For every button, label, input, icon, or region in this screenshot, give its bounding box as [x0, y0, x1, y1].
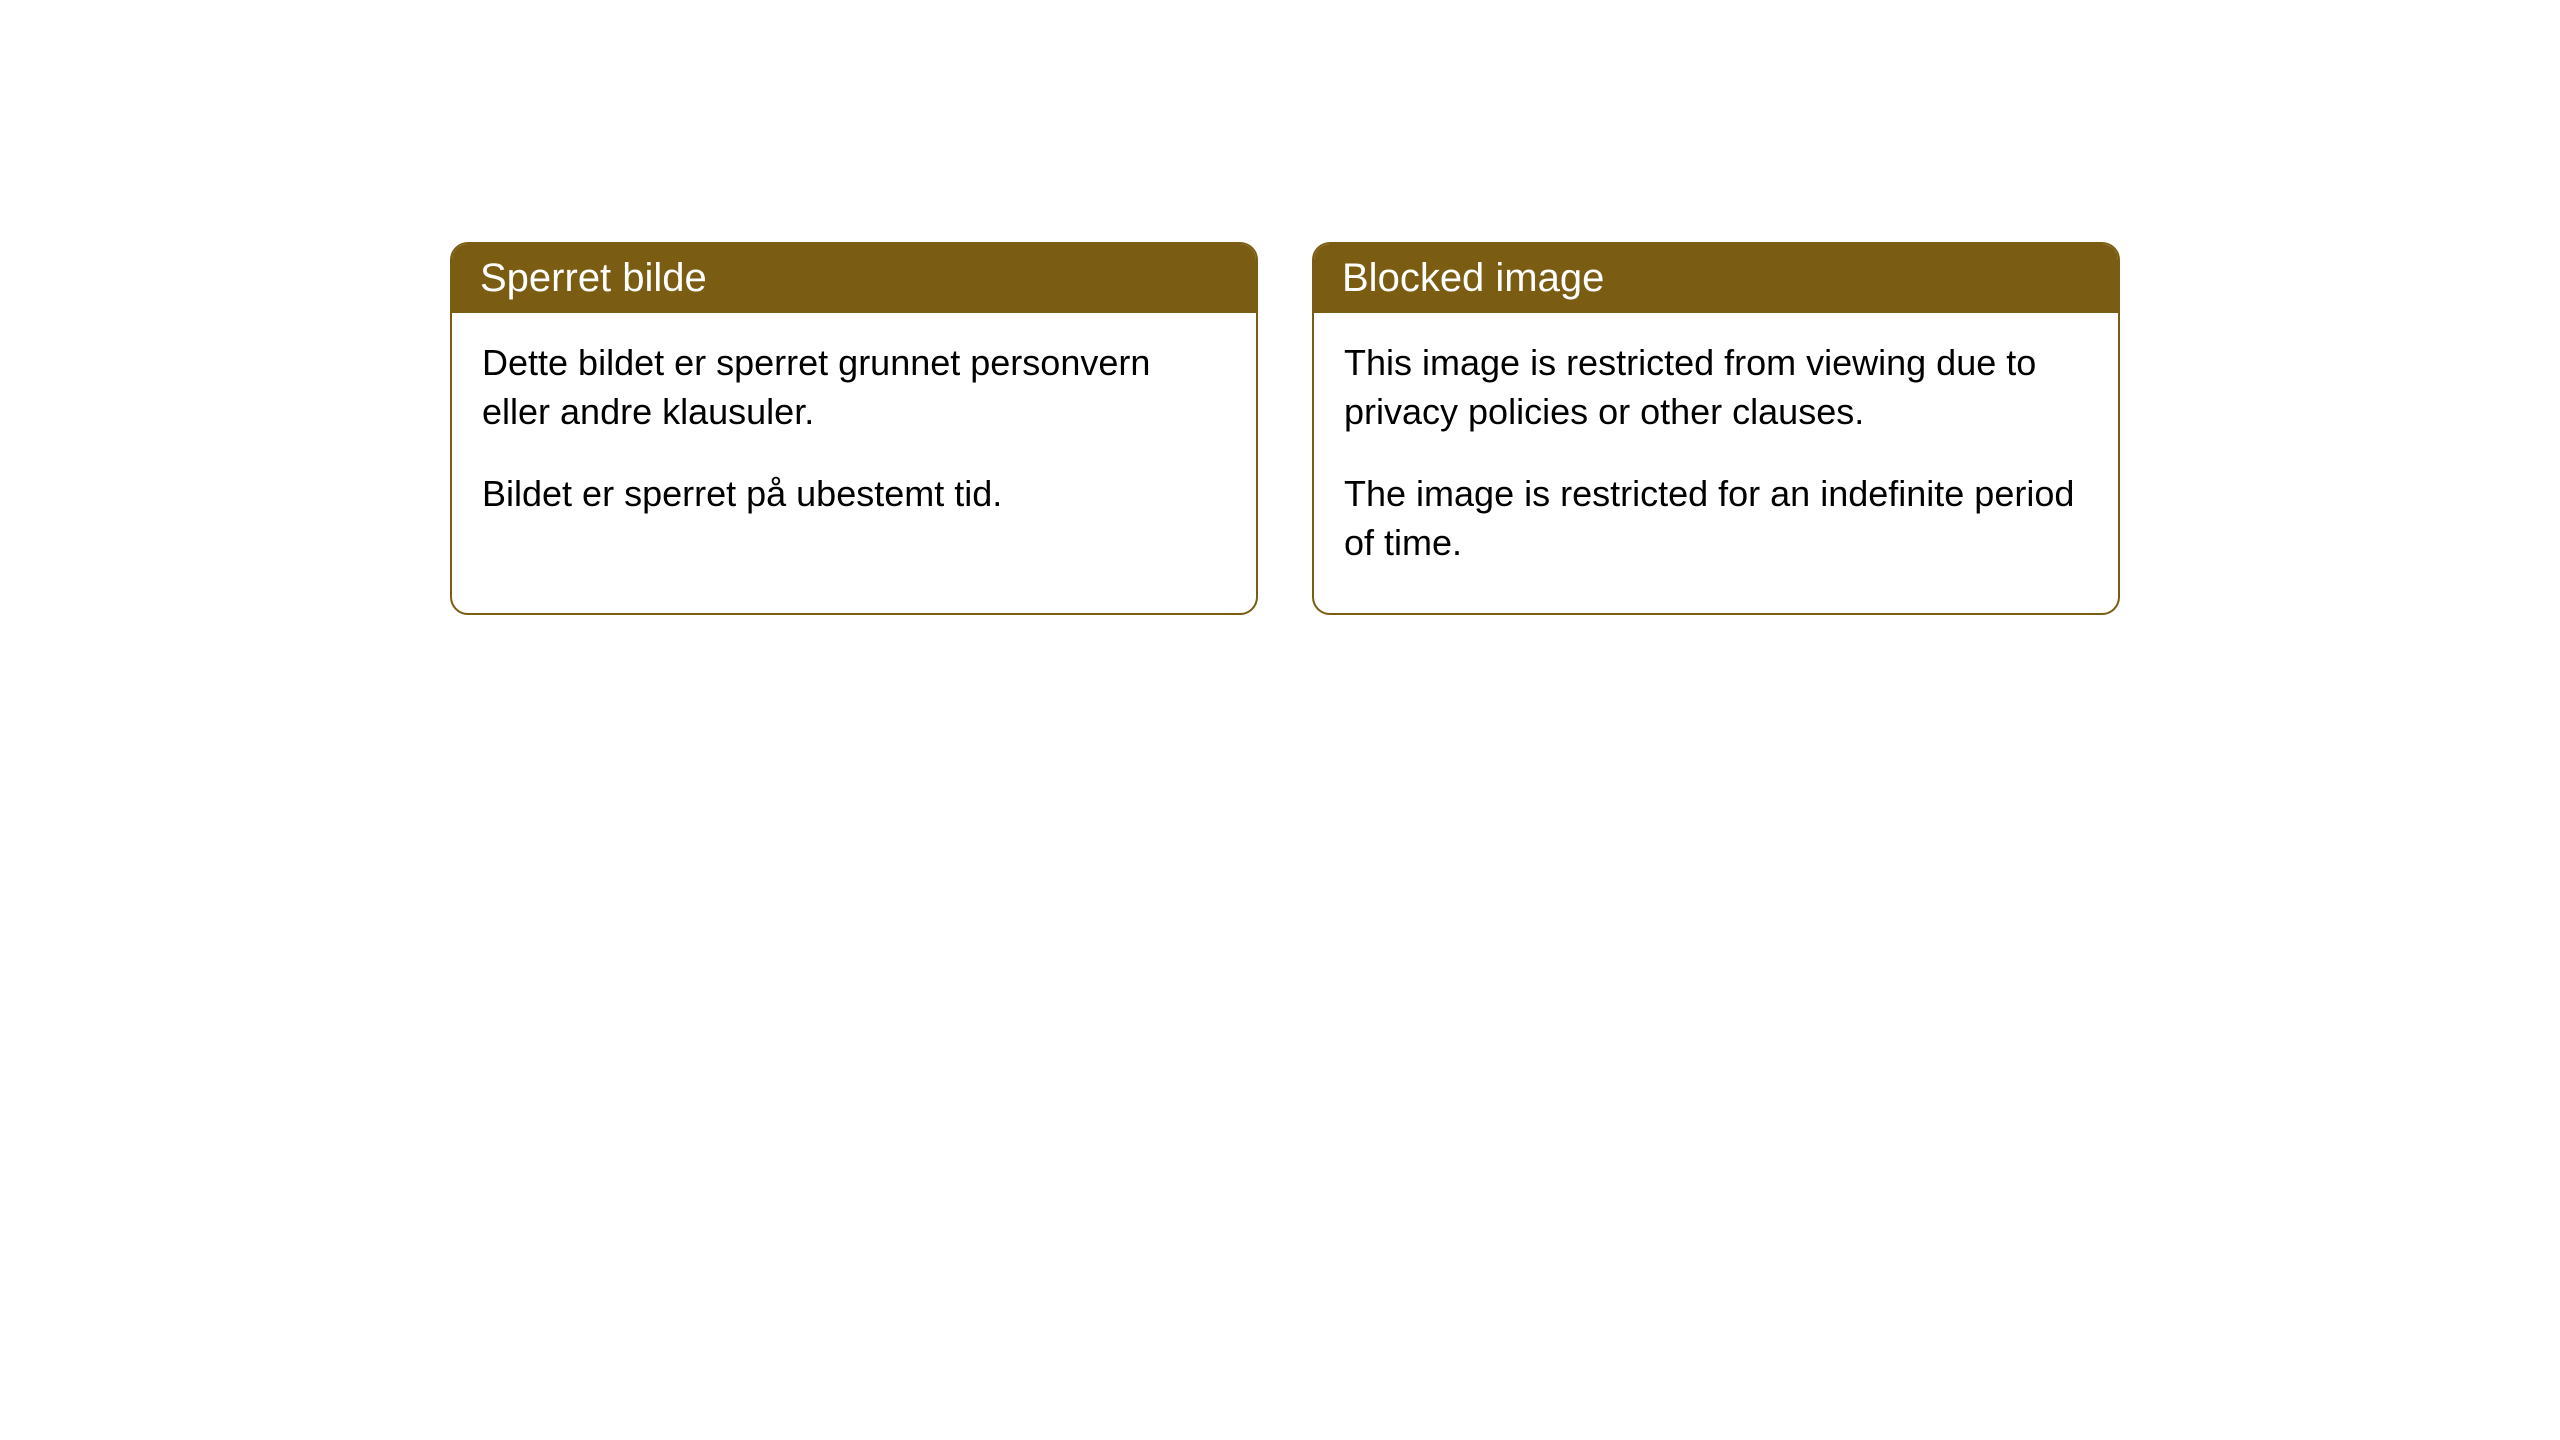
card-paragraph: Dette bildet er sperret grunnet personve…: [482, 339, 1226, 436]
notice-card-norwegian: Sperret bilde Dette bildet er sperret gr…: [450, 242, 1258, 615]
notice-cards-container: Sperret bilde Dette bildet er sperret gr…: [450, 242, 2120, 615]
card-paragraph: Bildet er sperret på ubestemt tid.: [482, 470, 1226, 519]
card-body: Dette bildet er sperret grunnet personve…: [452, 313, 1256, 565]
card-header: Sperret bilde: [452, 244, 1256, 313]
card-paragraph: This image is restricted from viewing du…: [1344, 339, 2088, 436]
card-paragraph: The image is restricted for an indefinit…: [1344, 470, 2088, 567]
card-body: This image is restricted from viewing du…: [1314, 313, 2118, 613]
card-header: Blocked image: [1314, 244, 2118, 313]
notice-card-english: Blocked image This image is restricted f…: [1312, 242, 2120, 615]
card-title: Blocked image: [1342, 256, 1604, 300]
card-title: Sperret bilde: [480, 256, 707, 300]
